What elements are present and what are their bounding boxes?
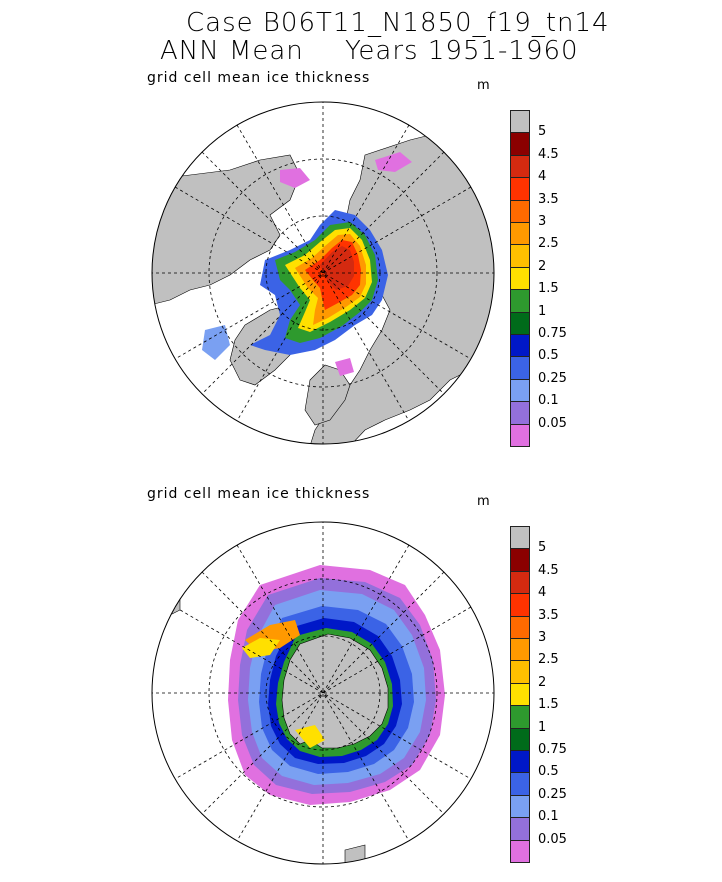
north-land-scandinavia [304,364,351,426]
north-graticule [152,102,494,444]
colorbar-swatch [510,727,530,751]
north-ice-darkred [320,246,354,290]
panel-north-unit: m [477,78,490,93]
colorbar-swatch [510,199,530,223]
colorbar-swatch [510,705,530,729]
colorbar-label: 0.05 [538,831,567,847]
colorbar-swatch [510,794,530,819]
colorbar-swatch [510,526,530,550]
colorbar-swatch [510,356,530,380]
panel-north-subtitle: grid cell mean ice thickness [147,70,371,86]
colorbar-swatch [510,334,530,358]
south-ice-ross-yellow [295,725,325,748]
panel-south-unit: m [477,494,490,509]
colorbar-label: 0.1 [538,393,559,409]
colorbar-swatch [510,132,530,156]
colorbar-swatch [510,154,530,179]
colorbar-label: 5 [538,540,547,556]
colorbar-label: 4.5 [538,562,559,578]
south-graticule [152,522,494,864]
north-ice-fringe-4 [335,358,354,376]
colorbar-label: 3 [538,630,547,645]
colorbar-label: 4 [538,169,547,185]
colorbar-swatch [510,615,530,639]
colorbar-label: 3.5 [538,607,559,623]
title-years: Years 1951-1960 [345,36,579,66]
colorbar-label: 0.75 [538,742,567,757]
title-case: Case B06T11_N1850_f19_tn14 [186,8,610,38]
colorbar-label: 2 [538,674,547,690]
colorbar-swatch [510,378,530,403]
colorbar-swatch [510,222,530,246]
colorbar-swatch [510,839,530,863]
colorbar-swatch [510,548,530,572]
colorbar-label: 1.5 [538,281,559,297]
colorbar-label: 0.75 [538,326,567,341]
colorbar-label: 3 [538,214,547,229]
colorbar-swatch [510,177,530,201]
north-ice-fringe-3 [202,325,230,360]
colorbar-swatch [510,289,530,313]
south-polar-map [151,521,495,865]
colorbar-label: 3.5 [538,191,559,207]
south-land-antarctica [281,633,389,749]
colorbar-swatch [510,817,530,841]
title-mean: ANN Mean [160,36,304,66]
colorbar-swatch [510,772,530,796]
colorbar-label: 0.25 [538,370,567,386]
colorbar-label: 1 [538,303,547,319]
south-ice-weddell-yellow [242,638,280,658]
colorbar-swatch [510,750,530,774]
colorbar-swatch [510,682,530,707]
colorbar-swatch [510,593,530,617]
colorbar-swatch [510,660,530,684]
colorbar-south [510,526,530,863]
colorbar-swatch [510,570,530,595]
colorbar-label: 2.5 [538,236,559,252]
colorbar-label: 0.5 [538,348,559,364]
colorbar-label: 4.5 [538,146,559,162]
colorbar-swatch [510,638,530,662]
colorbar-label: 0.05 [538,415,567,431]
colorbar-swatch [510,311,530,335]
panel-south-subtitle: grid cell mean ice thickness [147,486,371,502]
colorbar-north [510,110,530,447]
colorbar-swatch [510,401,530,425]
colorbar-label: 1 [538,719,547,735]
colorbar-label: 0.5 [538,764,559,780]
colorbar-swatch [510,110,530,134]
colorbar-label: 1.5 [538,697,559,713]
north-polar-map [151,101,495,445]
colorbar-label: 4 [538,585,547,601]
colorbar-swatch [510,266,530,291]
colorbar-label: 0.1 [538,809,559,825]
colorbar-label: 2 [538,258,547,274]
colorbar-label: 2.5 [538,652,559,668]
north-ice-fringe-1 [280,168,310,188]
colorbar-label: 5 [538,124,547,140]
north-land-america [152,154,301,306]
colorbar-label: 0.25 [538,786,567,802]
colorbar-swatch [510,423,530,447]
colorbar-swatch [510,244,530,268]
